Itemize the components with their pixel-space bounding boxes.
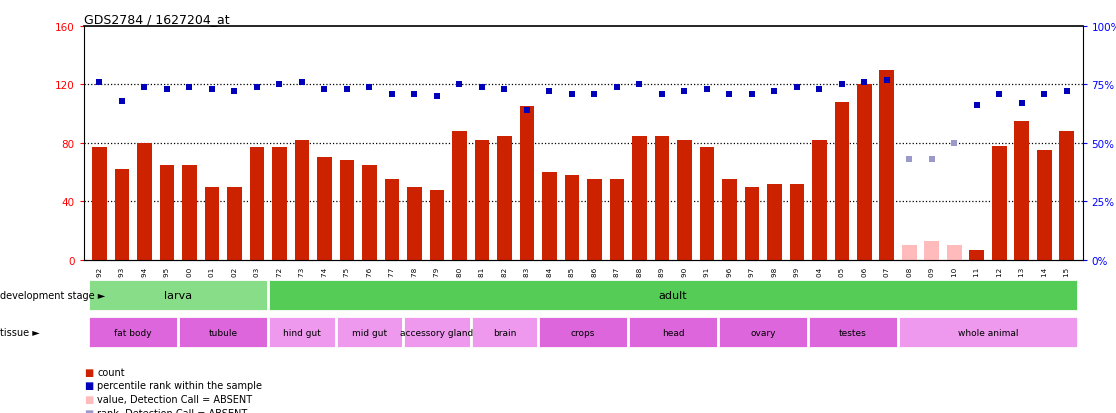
- Bar: [808, 317, 898, 348]
- Text: count: count: [97, 367, 125, 377]
- Bar: [947, 246, 962, 260]
- Bar: [1037, 151, 1051, 260]
- Bar: [879, 71, 894, 260]
- Text: GDS2784 / 1627204_at: GDS2784 / 1627204_at: [84, 13, 229, 26]
- Bar: [88, 280, 268, 311]
- Bar: [632, 136, 646, 260]
- Bar: [628, 317, 718, 348]
- Bar: [609, 180, 624, 260]
- Bar: [250, 148, 264, 260]
- Bar: [93, 148, 107, 260]
- Bar: [385, 180, 400, 260]
- Text: crops: crops: [571, 328, 595, 337]
- Text: ■: ■: [84, 367, 93, 377]
- Text: testes: testes: [839, 328, 867, 337]
- Text: development stage ►: development stage ►: [0, 290, 105, 300]
- Bar: [268, 280, 1078, 311]
- Bar: [677, 140, 692, 260]
- Bar: [272, 148, 287, 260]
- Text: fat body: fat body: [114, 328, 152, 337]
- Bar: [317, 158, 331, 260]
- Bar: [160, 165, 174, 260]
- Text: mid gut: mid gut: [352, 328, 387, 337]
- Bar: [542, 173, 557, 260]
- Bar: [137, 144, 152, 260]
- Bar: [655, 136, 670, 260]
- Text: tubule: tubule: [209, 328, 238, 337]
- Bar: [565, 176, 579, 260]
- Bar: [204, 187, 219, 260]
- Text: value, Detection Call = ABSENT: value, Detection Call = ABSENT: [97, 394, 252, 404]
- Bar: [339, 161, 354, 260]
- Bar: [538, 317, 628, 348]
- Bar: [471, 317, 538, 348]
- Bar: [182, 165, 196, 260]
- Text: percentile rank within the sample: percentile rank within the sample: [97, 380, 262, 390]
- Bar: [992, 147, 1007, 260]
- Bar: [403, 317, 471, 348]
- Bar: [789, 184, 805, 260]
- Text: hind gut: hind gut: [283, 328, 320, 337]
- Bar: [898, 317, 1078, 348]
- Bar: [336, 317, 403, 348]
- Text: ■: ■: [84, 380, 93, 390]
- Bar: [520, 107, 535, 260]
- Text: ■: ■: [84, 394, 93, 404]
- Bar: [474, 140, 489, 260]
- Text: larva: larva: [164, 290, 192, 300]
- Bar: [228, 187, 242, 260]
- Bar: [722, 180, 737, 260]
- Text: ■: ■: [84, 408, 93, 413]
- Text: ovary: ovary: [750, 328, 776, 337]
- Text: accessory gland: accessory gland: [401, 328, 473, 337]
- Bar: [700, 148, 714, 260]
- Bar: [1059, 132, 1074, 260]
- Bar: [970, 250, 984, 260]
- Bar: [1014, 122, 1029, 260]
- Bar: [88, 317, 179, 348]
- Bar: [767, 184, 781, 260]
- Text: whole animal: whole animal: [958, 328, 1018, 337]
- Bar: [497, 136, 511, 260]
- Bar: [857, 85, 872, 260]
- Bar: [407, 187, 422, 260]
- Bar: [812, 140, 827, 260]
- Text: brain: brain: [492, 328, 516, 337]
- Bar: [295, 140, 309, 260]
- Bar: [362, 165, 377, 260]
- Bar: [587, 180, 602, 260]
- Bar: [430, 190, 444, 260]
- Text: head: head: [662, 328, 684, 337]
- Text: tissue ►: tissue ►: [0, 328, 40, 337]
- Bar: [115, 170, 129, 260]
- Text: rank, Detection Call = ABSENT: rank, Detection Call = ABSENT: [97, 408, 248, 413]
- Bar: [902, 246, 916, 260]
- Bar: [924, 241, 939, 260]
- Bar: [452, 132, 466, 260]
- Bar: [835, 103, 849, 260]
- Bar: [268, 317, 336, 348]
- Bar: [179, 317, 268, 348]
- Text: adult: adult: [658, 290, 687, 300]
- Bar: [718, 317, 808, 348]
- Bar: [744, 187, 759, 260]
